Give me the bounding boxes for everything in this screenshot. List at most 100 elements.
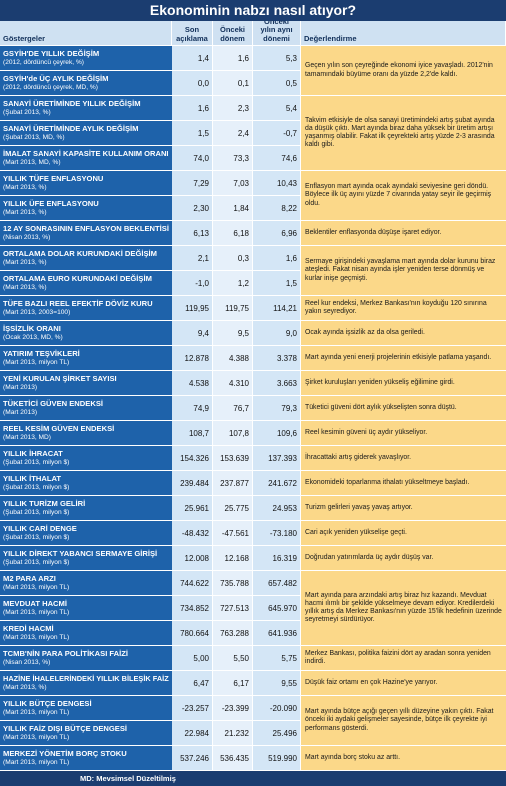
indicator-cell: ORTALAMA EURO KURUNDAKİ DEĞİŞİM (Mart 201… [0, 271, 172, 296]
indicator-name: YILLIK ÜFE ENFLASYONU [3, 198, 99, 208]
value-cell: 735.788 [213, 571, 253, 596]
value-cell: 6,17 [213, 671, 253, 696]
value-cell: 108,7 [172, 421, 213, 446]
value-cell: -73.180 [253, 521, 301, 546]
value-cell: -0,7 [253, 121, 301, 146]
indicator-name: YILLIK DİREKT YABANCI SERMAYE GİRİŞİ [3, 548, 158, 558]
indicator-name: TÜFE BAZLI REEL EFEKTİF DÖVİZ KURU [3, 298, 153, 308]
comment-cell: Tüketici güveni dört aylık yükselişten s… [301, 396, 506, 421]
value-cell: 16.319 [253, 546, 301, 571]
value-cell: 1,6 [172, 96, 213, 121]
comment-cell: Beklentiler enflasyonda düşüşe işaret ed… [301, 221, 506, 246]
indicator-cell: YILLIK ÜFE ENFLASYONU (Mart 2013, %) [0, 196, 172, 221]
value-cell: 4.388 [213, 346, 253, 371]
indicator-name: GSYİH'DE YILLIK DEĞİŞİM [3, 48, 100, 58]
column-header: Göstergeler [0, 21, 172, 46]
comment-cell: Mart ayında para arzındaki artış biraz h… [301, 571, 506, 646]
indicator-period: (2012, dördüncü çeyrek, %) [3, 58, 84, 66]
indicator-cell: TÜFE BAZLI REEL EFEKTİF DÖVİZ KURU (Mart … [0, 296, 172, 321]
indicator-period: (Şubat 2013, %) [3, 108, 51, 116]
indicator-cell: MEVDUAT HACMİ (Mart 2013, milyon TL) [0, 596, 172, 621]
value-cell: 536.435 [213, 746, 253, 771]
indicator-cell: YILLIK İHRACAT (Şubat 2013, milyon $) [0, 446, 172, 471]
indicator-name: 12 AY SONRASININ ENFLASYON BEKLENTİSİ [3, 223, 169, 233]
value-cell: 153.639 [213, 446, 253, 471]
indicator-period: (Şubat 2013, milyon $) [3, 483, 70, 491]
value-cell: 1,6 [213, 46, 253, 71]
indicator-name: KREDİ HACMİ [3, 623, 54, 633]
indicator-cell: YILLIK FAİZ DIŞI BÜTÇE DENGESİ (Mart 2013… [0, 721, 172, 746]
indicator-cell: 12 AY SONRASININ ENFLASYON BEKLENTİSİ (Ni… [0, 221, 172, 246]
comment-cell: Mart ayında yeni enerji projelerinin etk… [301, 346, 506, 371]
comment-cell: Merkez Bankası, politika faizini dört ay… [301, 646, 506, 671]
indicator-name: SANAYİ ÜRETİMİNDE YILLIK DEĞİŞİM [3, 98, 141, 108]
value-cell: 537.246 [172, 746, 213, 771]
title: Ekonominin nabzı nasıl atıyor? [0, 0, 506, 21]
value-cell: 9,55 [253, 671, 301, 696]
indicator-name: YILLIK BÜTÇE DENGESİ [3, 698, 92, 708]
indicator-name: TÜKETİCİ GÜVEN ENDEKSİ [3, 398, 103, 408]
value-cell: 6,96 [253, 221, 301, 246]
value-cell: 1,6 [253, 246, 301, 271]
column-header: Değerlendirme [301, 21, 506, 46]
comment-cell: Reel kesimin güveni üç aydır yükseliyor. [301, 421, 506, 446]
value-cell: 7,29 [172, 171, 213, 196]
value-cell: 2,3 [213, 96, 253, 121]
value-cell: 0,5 [253, 71, 301, 96]
indicator-period: (Mart 2013, %) [3, 683, 47, 691]
comment-cell: Doğrudan yatırımlarda üç aydır düşüş var… [301, 546, 506, 571]
indicator-period: (2012, dördüncü çeyrek, MD, %) [3, 83, 98, 91]
indicator-name: M2 PARA ARZI [3, 573, 56, 583]
comment-cell: Enflasyon mart ayında ocak ayındaki sevi… [301, 171, 506, 221]
comment-cell: Turizm gelirleri yavaş yavaş artıyor. [301, 496, 506, 521]
value-cell: 727.513 [213, 596, 253, 621]
indicator-period: (Şubat 2013, milyon $) [3, 458, 70, 466]
indicator-period: (Mart 2013, %) [3, 208, 47, 216]
value-cell: 7,03 [213, 171, 253, 196]
value-cell: 119,75 [213, 296, 253, 321]
indicator-cell: REEL KESİM GÜVEN ENDEKSİ (Mart 2013, MD) [0, 421, 172, 446]
comment-cell: İhracattaki artış giderek yavaşlıyor. [301, 446, 506, 471]
value-cell: 107,8 [213, 421, 253, 446]
value-cell: -1,0 [172, 271, 213, 296]
value-cell: 74,0 [172, 146, 213, 171]
indicator-cell: SANAYİ ÜRETİMİNDE AYLIK DEĞİŞİM (Şubat 20… [0, 121, 172, 146]
value-cell: 1,5 [172, 121, 213, 146]
indicator-name: REEL KESİM GÜVEN ENDEKSİ [3, 423, 115, 433]
value-cell: 645.970 [253, 596, 301, 621]
indicator-period: (Ocak 2013, MD, %) [3, 333, 63, 341]
value-cell: 4.538 [172, 371, 213, 396]
indicator-cell: GSYİH'DE YILLIK DEĞİŞİM (2012, dördüncü ç… [0, 46, 172, 71]
indicator-period: (Mart 2013, 2003=100) [3, 308, 71, 316]
indicator-cell: YILLIK TURİZM GELİRİ (Şubat 2013, milyon … [0, 496, 172, 521]
column-header: Önceki yılın aynı dönemi [253, 21, 301, 46]
indicator-period: (Nisan 2013, %) [3, 233, 51, 241]
value-cell: 79,3 [253, 396, 301, 421]
indicator-cell: ORTALAMA DOLAR KURUNDAKİ DEĞİŞİM (Mart 20… [0, 246, 172, 271]
indicator-cell: M2 PARA ARZI (Mart 2013, milyon TL) [0, 571, 172, 596]
value-cell: 237.877 [213, 471, 253, 496]
value-cell: 22.984 [172, 721, 213, 746]
indicator-period: (Şubat 2013, MD, %) [3, 133, 65, 141]
value-cell: 73,3 [213, 146, 253, 171]
value-cell: 5,50 [213, 646, 253, 671]
indicator-period: (Mart 2013, %) [3, 183, 47, 191]
value-cell: 12.878 [172, 346, 213, 371]
indicator-cell: YATIRIM TEŞVİKLERİ (Mart 2013, milyon TL) [0, 346, 172, 371]
value-cell: 74,9 [172, 396, 213, 421]
value-cell: 744.622 [172, 571, 213, 596]
value-cell: 114,21 [253, 296, 301, 321]
value-cell: 6,18 [213, 221, 253, 246]
indicator-period: (Mart 2013, milyon TL) [3, 708, 70, 716]
indicator-cell: HAZİNE İHALELERİNDEKİ YILLIK BİLEŞİK FAİ… [0, 671, 172, 696]
value-cell: 2,4 [213, 121, 253, 146]
value-cell: 5,00 [172, 646, 213, 671]
indicator-name: YENİ KURULAN ŞİRKET SAYISI [3, 373, 117, 383]
indicator-period: (Nisan 2013, %) [3, 658, 51, 666]
comment-cell: Düşük faiz ortamı en çok Hazine'ye yarıy… [301, 671, 506, 696]
value-cell: 76,7 [213, 396, 253, 421]
value-cell: 780.664 [172, 621, 213, 646]
indicator-name: MERKEZİ YÖNETİM BORÇ STOKU [3, 748, 127, 758]
value-cell: 0,0 [172, 71, 213, 96]
value-cell: 25.775 [213, 496, 253, 521]
